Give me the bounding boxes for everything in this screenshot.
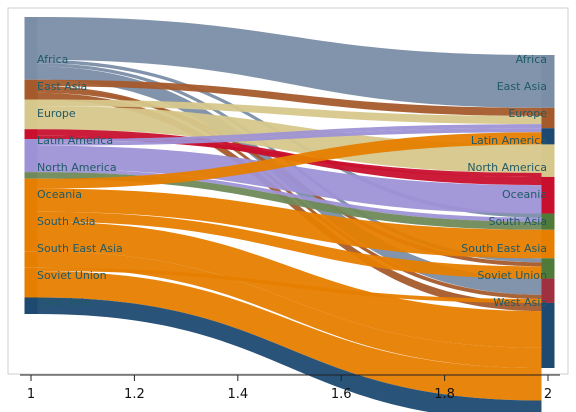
flow-25: [37, 271, 542, 401]
flow-21: [37, 251, 542, 368]
flow-4: [37, 79, 542, 116]
flow-5: [37, 86, 542, 299]
node-layer: [24, 17, 555, 368]
right-node-label: Latin America: [471, 134, 547, 147]
flow-12: [37, 124, 542, 143]
x-axis: 1 1.2 1.4 1.6 1.8 2: [20, 374, 560, 402]
flow-22: [37, 267, 542, 303]
x-tick-label: 1.2: [124, 387, 145, 402]
right-node-west-asia: [541, 302, 555, 368]
right-node-europe: [541, 128, 555, 145]
flow-8: [37, 99, 542, 125]
right-node-label: Oceania: [502, 188, 547, 201]
flow-15: [37, 168, 542, 222]
right-node-north-america: [541, 176, 555, 214]
left-node-label: South East Asia: [37, 242, 123, 255]
right-node-label: East Asia: [497, 80, 547, 93]
right-node-label: South Asia: [488, 215, 547, 228]
left-node-label: North America: [37, 161, 117, 174]
left-node-label: South Asia: [37, 215, 96, 228]
left-node-label: Latin America: [37, 134, 113, 147]
left-node-soviet-union: [24, 267, 38, 298]
left-node-south-east-asia: [24, 251, 38, 268]
left-node-east-asia: [24, 79, 38, 100]
left-node-latin-america: [24, 129, 38, 140]
left-node-label: West Asia: [37, 296, 91, 309]
left-node-oceania: [24, 172, 38, 179]
right-node-label: West Asia: [493, 296, 547, 309]
left-node-label: East Asia: [37, 80, 87, 93]
left-node-europe: [24, 99, 38, 130]
left-node-west-asia: [24, 297, 38, 314]
flow-13: [37, 128, 542, 146]
right-node-label: South East Asia: [461, 242, 547, 255]
right-node-soviet-union: [541, 278, 555, 303]
plot-frame: [7, 7, 569, 375]
right-node-africa: [541, 55, 555, 108]
right-node-label: North America: [467, 161, 547, 174]
flow-14: [37, 145, 542, 214]
right-node-south-east-asia: [541, 258, 555, 279]
left-node-label: Oceania: [37, 188, 82, 201]
flow-18: [37, 188, 542, 259]
flow-19: [37, 211, 542, 279]
x-tick-label: 1.8: [434, 387, 455, 402]
flow-16: [37, 172, 542, 230]
label-layer: Africa East Asia Europe Latin America North …: [37, 53, 547, 309]
left-node-label: Soviet Union: [37, 269, 107, 282]
right-node-label: Soviet Union: [477, 269, 547, 282]
x-tick-label: 1: [27, 387, 35, 402]
right-node-east-asia: [541, 107, 555, 129]
flow-26: [37, 297, 542, 412]
left-node-africa: [24, 17, 38, 80]
flow-9: [37, 106, 542, 173]
left-node-north-america: [24, 139, 38, 173]
right-node-south-asia: [541, 229, 555, 259]
right-node-label: Europe: [508, 107, 547, 120]
left-node-south-asia: [24, 178, 38, 252]
left-node-label: Africa: [37, 53, 68, 66]
right-node-oceania: [541, 213, 555, 230]
left-node-label: Europe: [37, 107, 76, 120]
x-tick-label: 1.6: [331, 387, 352, 402]
right-node-label: Africa: [516, 53, 547, 66]
x-tick-label: 1.4: [227, 387, 248, 402]
flow-17: [37, 132, 542, 189]
right-node-latin-america: [541, 144, 555, 177]
x-tick-label: 2: [544, 387, 552, 402]
flow-layer: [37, 17, 542, 412]
flow-0: [37, 17, 542, 108]
